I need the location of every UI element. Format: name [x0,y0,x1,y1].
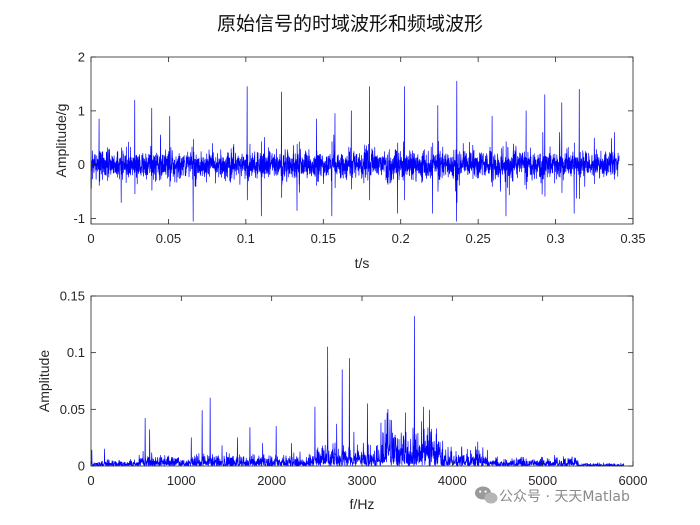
time-signal-line [90,80,620,222]
frequency-xtick-label: 0 [87,473,94,488]
frequency-domain-plot: 0 1000 2000 3000 4000 5000 6000 0 0.05 0.1 0.15 f/… [36,289,647,513]
time-axes-box [90,56,634,225]
frequency-xtick-label: 1000 [167,473,196,488]
time-ytick-label: -1 [73,211,85,226]
time-xtick-label: 0.1 [237,231,255,246]
time-xtick-label: 0.3 [547,231,565,246]
time-xtick-label: 0 [87,231,94,246]
frequency-xtick-label: 6000 [619,473,648,488]
frequency-ytick-label: 0 [78,459,85,474]
time-xtick-label: 0.35 [620,231,645,246]
time-xtick-label: 0.15 [311,231,336,246]
time-ytick-label: 1 [78,103,85,118]
frequency-xtick-label: 4000 [438,473,467,488]
frequency-ytick-label: 0.1 [67,345,85,360]
time-xtick-label: 0.05 [156,231,181,246]
frequency-axis-ticks: 0 1000 2000 3000 4000 5000 6000 0 0.05 0.1 0.15 [60,289,648,489]
time-xtick-label: 0.25 [465,231,490,246]
time-ytick-label: 2 [78,50,85,65]
frequency-ytick-label: 0.15 [60,289,85,304]
watermark-text: 公众号 · 天天Matlab [499,489,630,505]
frequency-xtick-label: 3000 [348,473,377,488]
frequency-xtick-label: 2000 [257,473,286,488]
time-plot-area [91,57,633,224]
watermark: 公众号 · 天天Matlab [475,486,630,505]
frequency-xlabel: f/Hz [350,496,375,512]
wechat-icon [475,486,498,504]
spectrum-line [90,316,625,467]
frequency-xtick-label: 5000 [528,473,557,488]
time-ylabel: Amplitude/g [53,104,69,178]
frequency-ytick-label: 0.05 [60,402,85,417]
time-xlabel: t/s [355,255,370,271]
frequency-ylabel: Amplitude [36,350,52,412]
time-ytick-label: 0 [78,157,85,172]
time-xtick-label: 0.2 [392,231,410,246]
figure-title: 原始信号的时域波形和频域波形 [217,13,483,35]
frequency-plot-area [91,296,633,466]
